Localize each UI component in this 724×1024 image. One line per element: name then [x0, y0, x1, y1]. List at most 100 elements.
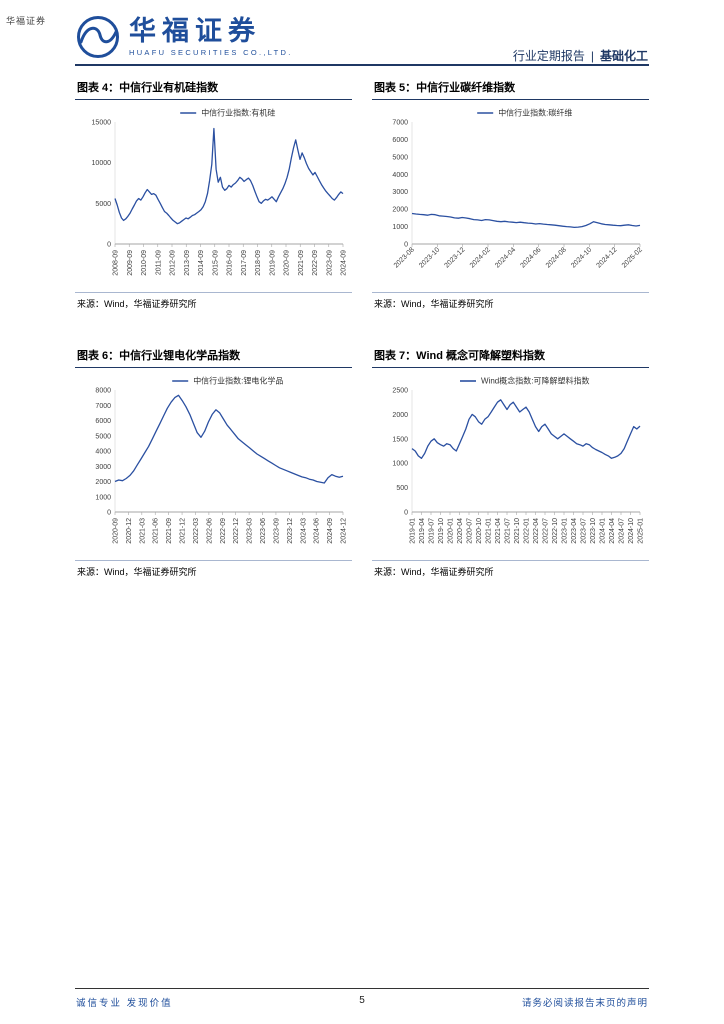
svg-text:2024-09: 2024-09 — [327, 518, 334, 544]
svg-text:2020-09: 2020-09 — [284, 250, 291, 276]
footer-disclaimer: 请务必阅读报告末页的声明 — [521, 998, 648, 1009]
page-number: 5 — [359, 995, 365, 1006]
svg-text:2019-07: 2019-07 — [429, 518, 436, 544]
corner-watermark: 华福证券 — [6, 16, 47, 26]
svg-text:2023-12: 2023-12 — [443, 246, 466, 269]
svg-text:2010-09: 2010-09 — [141, 250, 148, 276]
svg-text:0: 0 — [404, 510, 408, 517]
svg-text:中信行业指数:有机硅: 中信行业指数:有机硅 — [201, 108, 275, 118]
svg-text:2023-09: 2023-09 — [273, 518, 280, 544]
svg-text:2021-10: 2021-10 — [514, 518, 521, 544]
figure-title: 图表 6：中信行业锂电化学品指数 — [75, 346, 352, 368]
svg-text:5000: 5000 — [95, 433, 111, 440]
svg-text:2021-06: 2021-06 — [153, 518, 160, 544]
svg-text:2024-01: 2024-01 — [600, 518, 607, 544]
svg-text:2023-12: 2023-12 — [287, 518, 294, 544]
svg-text:2023-07: 2023-07 — [581, 518, 588, 544]
svg-text:2011-09: 2011-09 — [155, 250, 162, 275]
svg-text:2000: 2000 — [392, 412, 408, 419]
svg-text:2017-09: 2017-09 — [241, 250, 248, 276]
svg-text:2016-09: 2016-09 — [227, 250, 234, 276]
svg-text:2024-04: 2024-04 — [494, 246, 517, 269]
svg-text:2020-01: 2020-01 — [448, 518, 455, 544]
figure-carbon-fiber: 图表 5：中信行业碳纤维指数 中信行业指数:碳纤维 0 1000 2000 3000 40… — [372, 78, 649, 310]
svg-text:3000: 3000 — [95, 464, 111, 471]
line-chart-canvas: Wind概念指数:可降解塑料指数 0 500 1000 1500 2000 2500 2019… — [392, 376, 645, 544]
svg-text:2020-07: 2020-07 — [467, 518, 474, 544]
brand-text: 华福证券 HUAFU SECURITIES CO.,LTD. — [129, 17, 293, 57]
svg-text:2021-07: 2021-07 — [505, 518, 512, 544]
svg-text:2019-04: 2019-04 — [419, 518, 426, 544]
svg-text:8000: 8000 — [95, 388, 111, 395]
svg-text:2020-04: 2020-04 — [457, 518, 464, 544]
svg-text:2024-06: 2024-06 — [519, 246, 542, 269]
huafu-logo-icon — [76, 15, 120, 59]
svg-text:1000: 1000 — [392, 461, 408, 468]
svg-text:1000: 1000 — [392, 224, 408, 231]
header-divider — [75, 64, 649, 66]
figure-source: 来源：Wind，华福证券研究所 — [75, 560, 352, 578]
svg-text:2025-01: 2025-01 — [638, 518, 645, 544]
line-chart-canvas: 中信行业指数:有机硅 0 5000 10000 15000 2008-09 2009-09 2… — [92, 108, 348, 276]
chart-lithium-chemicals-index: 中信行业指数:锂电化学品 0 1000 2000 3000 4000 5000 6000 700… — [75, 370, 352, 560]
svg-text:2018-09: 2018-09 — [255, 250, 262, 276]
svg-text:2014-09: 2014-09 — [198, 250, 205, 276]
svg-text:2023-08: 2023-08 — [393, 246, 416, 269]
figure-title: 图表 4：中信行业有机硅指数 — [75, 78, 352, 100]
svg-text:2020-12: 2020-12 — [126, 518, 133, 544]
svg-text:2024-07: 2024-07 — [619, 518, 626, 544]
svg-text:2022-03: 2022-03 — [193, 518, 200, 544]
svg-text:2024-03: 2024-03 — [300, 518, 307, 544]
line-chart-canvas: 中信行业指数:碳纤维 0 1000 2000 3000 4000 5000 6000 7000 2… — [392, 108, 644, 270]
industry-name: 基础化工 — [599, 49, 648, 63]
separator: | — [590, 49, 594, 63]
svg-text:6000: 6000 — [392, 137, 408, 144]
svg-text:2008-09: 2008-09 — [113, 250, 120, 276]
svg-text:5000: 5000 — [95, 201, 111, 208]
svg-text:1000: 1000 — [95, 494, 111, 501]
svg-text:2023-04: 2023-04 — [571, 518, 578, 544]
svg-text:6000: 6000 — [95, 418, 111, 425]
footer-slogan: 诚信专业 发现价值 — [76, 998, 173, 1009]
svg-text:2024-06: 2024-06 — [314, 518, 321, 544]
svg-text:2024-12: 2024-12 — [341, 518, 348, 544]
svg-text:2020-10: 2020-10 — [476, 518, 483, 544]
svg-text:10000: 10000 — [92, 160, 112, 167]
brand-name-en: HUAFU SECURITIES CO.,LTD. — [129, 47, 293, 57]
svg-text:2019-10: 2019-10 — [438, 518, 445, 544]
svg-text:2013-09: 2013-09 — [184, 250, 191, 276]
chart-degradable-plastics-index: Wind概念指数:可降解塑料指数 0 500 1000 1500 2000 2500 2019… — [372, 370, 649, 560]
svg-text:7000: 7000 — [95, 403, 111, 410]
svg-text:2023-09: 2023-09 — [326, 250, 333, 276]
figure-source: 来源：Wind，华福证券研究所 — [372, 560, 649, 578]
svg-text:2023-10: 2023-10 — [590, 518, 597, 544]
figure-lithium-chemicals: 图表 6：中信行业锂电化学品指数 中信行业指数:锂电化学品 0 1000 2000 30… — [75, 346, 352, 578]
svg-text:2025-02: 2025-02 — [621, 246, 644, 269]
svg-text:7000: 7000 — [392, 120, 408, 127]
svg-text:2022-12: 2022-12 — [233, 518, 240, 544]
svg-text:3000: 3000 — [392, 189, 408, 196]
svg-text:0: 0 — [404, 242, 408, 249]
svg-text:2023-10: 2023-10 — [418, 246, 441, 269]
svg-text:2009-09: 2009-09 — [127, 250, 134, 276]
svg-text:2021-04: 2021-04 — [495, 518, 502, 544]
svg-text:4000: 4000 — [95, 449, 111, 456]
svg-text:2012-09: 2012-09 — [170, 250, 177, 276]
footer-divider — [75, 988, 649, 989]
svg-text:2022-10: 2022-10 — [552, 518, 559, 544]
svg-text:2000: 2000 — [95, 479, 111, 486]
svg-text:2020-09: 2020-09 — [113, 518, 120, 544]
figure-organosilicon: 图表 4：中信行业有机硅指数 中信行业指数:有机硅 0 5000 10000 15000… — [75, 78, 352, 310]
svg-text:2024-04: 2024-04 — [609, 518, 616, 544]
svg-text:2500: 2500 — [392, 388, 408, 395]
svg-text:2019-01: 2019-01 — [410, 518, 417, 544]
svg-text:2021-03: 2021-03 — [139, 518, 146, 544]
svg-text:2022-06: 2022-06 — [206, 518, 213, 544]
figure-title: 图表 7：Wind 概念可降解塑料指数 — [372, 346, 649, 368]
report-header-label: 行业定期报告 | 基础化工 — [513, 47, 648, 64]
chart-carbon-fiber-index: 中信行业指数:碳纤维 0 1000 2000 3000 4000 5000 6000 7000 2… — [372, 102, 649, 292]
figures-grid: 图表 4：中信行业有机硅指数 中信行业指数:有机硅 0 5000 10000 15000… — [75, 78, 649, 578]
svg-text:4000: 4000 — [392, 172, 408, 179]
svg-text:2023-01: 2023-01 — [562, 518, 569, 544]
